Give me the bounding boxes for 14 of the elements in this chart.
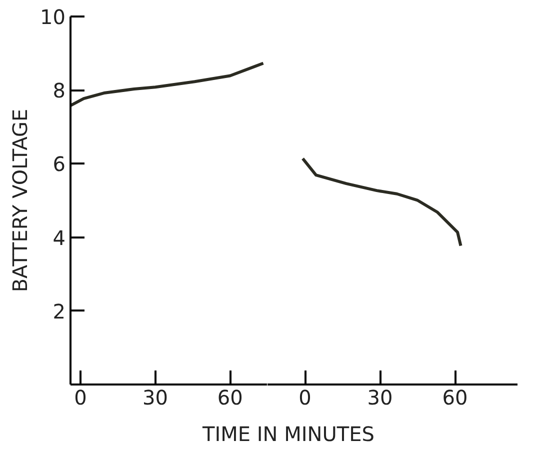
y-tick-label: 10: [40, 5, 66, 29]
x-tick-label: 60: [442, 386, 468, 410]
x-tick-label: 60: [217, 386, 243, 410]
x-tick-label: 30: [367, 386, 393, 410]
y-axis-title: BATTERY VOLTAGE: [8, 108, 32, 292]
y-tick-label: 6: [52, 152, 66, 176]
x-tick-label: 30: [142, 386, 168, 410]
y-tick-label: 8: [52, 78, 66, 103]
y-tick-label: 4: [52, 226, 66, 250]
x-axis-title: TIME IN MINUTES: [202, 421, 374, 448]
line-series: [70, 62, 265, 108]
x-tick-label: 0: [74, 386, 87, 410]
y-tick-label: 2: [52, 299, 66, 324]
x-tick-label: 0: [298, 386, 312, 410]
